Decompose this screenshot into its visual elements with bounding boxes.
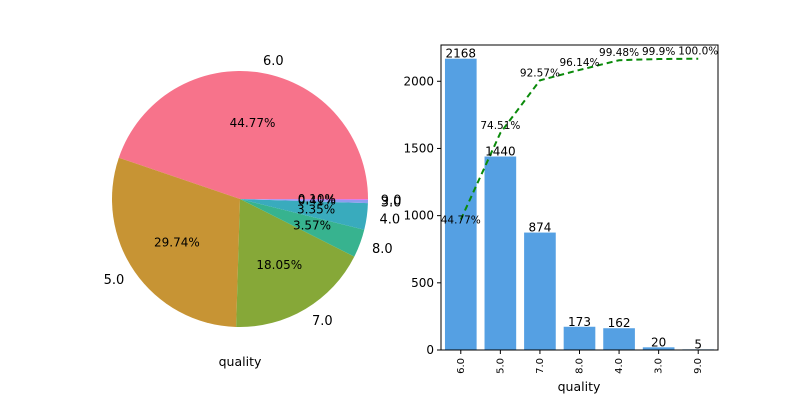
- pie-percent-label: 3.35%: [297, 203, 335, 217]
- pie-chart: 6.044.77%5.029.74%7.018.05%8.03.57% 4.03.…: [104, 54, 402, 329]
- bar-7-0: [524, 232, 556, 350]
- bar-8-0: [563, 326, 596, 350]
- pie-percent-label: 0.10%: [298, 192, 336, 206]
- pie-category-label: 9.0: [381, 193, 402, 208]
- bar-3-0: [642, 347, 675, 350]
- bar-6-0: [444, 58, 477, 351]
- bar-plot-frame: [440, 44, 719, 351]
- cumulative-percent-line: [459, 57, 699, 221]
- y-tick-label: 1500: [403, 141, 434, 155]
- cumulative-percent-label: 100.0%: [678, 46, 718, 58]
- y-tick-label: 2000: [403, 74, 434, 88]
- pie-slice-4-0: [240, 199, 368, 230]
- pie-category-label: 5.0: [104, 273, 125, 288]
- bar-chart: 44.77% 74.51% 92.57%96.14%99.48% 99.9% 100.0…: [403, 44, 719, 374]
- y-tick-label: 1000: [403, 209, 434, 223]
- x-tick-label: 5.0: [495, 358, 506, 374]
- x-tick-label: 3.0: [654, 358, 665, 374]
- pie-category-label: 4.0: [379, 212, 400, 227]
- bar-x-axis-label: quality: [558, 379, 601, 394]
- pie-slice-6-0: [118, 71, 368, 199]
- cumulative-percent-label: 96.14%: [559, 57, 599, 69]
- pie-slice-9-0: [240, 199, 368, 200]
- bar-value-label: 5: [694, 337, 702, 351]
- x-tick-label: 7.0: [535, 358, 546, 374]
- pie-percent-label: 3.57%: [293, 219, 331, 233]
- x-tick-label: 6.0: [456, 358, 467, 374]
- y-tick-label: 0: [426, 343, 434, 357]
- pie-slice-5-0: [112, 157, 240, 327]
- pie-slice-8-0: [240, 199, 365, 257]
- pie-category-label: 7.0: [312, 314, 333, 329]
- bar-value-label: 874: [528, 221, 551, 235]
- cumulative-percent-label: 44.77%: [441, 215, 481, 227]
- bar-value-label: 20: [651, 335, 666, 349]
- bar-value-label: 2168: [446, 47, 477, 61]
- pie-percent-label: 0.41%: [298, 193, 336, 207]
- y-tick-label: 500: [411, 276, 434, 290]
- bar-5-0: [484, 156, 517, 350]
- pie-slice-7-0: [236, 199, 355, 327]
- pie-percent-label: 18.05%: [256, 258, 302, 272]
- bar-4-0: [603, 328, 635, 350]
- pie-category-label: 3.0: [381, 196, 402, 211]
- pie-category-label: 8.0: [372, 242, 393, 257]
- pie-category-label: 6.0: [263, 54, 284, 69]
- x-tick-label: 4.0: [614, 358, 625, 374]
- x-tick-label: 9.0: [693, 358, 704, 374]
- bar-value-label: 162: [608, 316, 631, 330]
- pie-slice-3-0: [240, 199, 368, 204]
- cumulative-percent-label: 99.9%: [642, 46, 675, 58]
- cumulative-percent-label: 74.51%: [480, 120, 520, 132]
- bar-value-label: 1440: [485, 145, 516, 159]
- pie-x-axis-label: quality: [219, 354, 262, 369]
- cumulative-percent-label: 99.48%: [599, 47, 639, 59]
- x-tick-label: 8.0: [575, 358, 586, 374]
- cumulative-percent-label: 92.57%: [520, 67, 560, 79]
- pie-percent-label: 29.74%: [154, 236, 200, 250]
- bar-value-label: 173: [568, 315, 591, 329]
- pie-percent-label: 44.77%: [230, 116, 276, 130]
